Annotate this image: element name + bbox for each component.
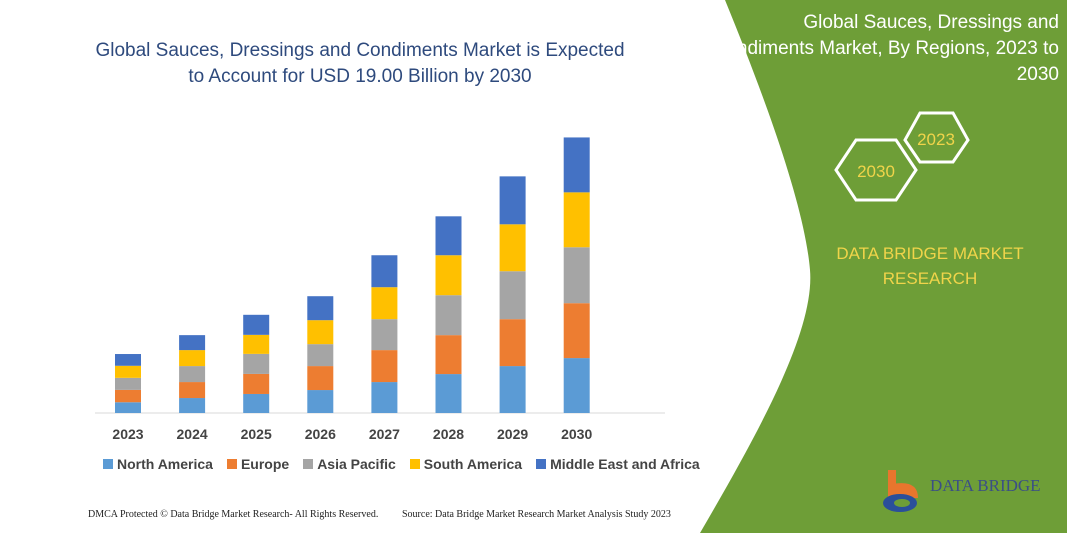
- legend-item: South America: [409, 456, 523, 472]
- bar-segment-south-america-2023: [115, 365, 141, 378]
- bar-segment-north-america-2023: [115, 402, 141, 413]
- bar-segment-middle-east-and-africa-2024: [179, 335, 206, 351]
- legend-label: Asia Pacific: [317, 456, 396, 472]
- hex-label-2030: 2030: [857, 162, 895, 181]
- bar-segment-north-america-2029: [499, 366, 526, 413]
- x-tick-label: 2025: [241, 426, 272, 442]
- bar-segment-north-america-2024: [179, 398, 206, 413]
- bar-segment-asia-pacific-2027: [371, 319, 398, 351]
- chart-title: Global Sauces, Dressings and Condiments …: [95, 40, 625, 87]
- bar-segment-asia-pacific-2024: [179, 366, 206, 383]
- bar-segment-middle-east-and-africa-2030: [563, 137, 590, 193]
- legend-swatch: [226, 459, 237, 469]
- bar-segment-north-america-2027: [371, 382, 398, 413]
- bar-segment-south-america-2025: [243, 334, 270, 354]
- x-tick-label: 2028: [433, 426, 464, 442]
- legend-label: Europe: [240, 456, 290, 472]
- x-tick-label: 2026: [305, 426, 336, 442]
- footer-copyright: DMCA Protected © Data Bridge Market Rese…: [88, 509, 379, 520]
- chart-legend: North America Europe Asia Pacific South Ame…: [103, 456, 700, 472]
- hexagon-2023: [903, 111, 970, 164]
- bar-segment-south-america-2024: [179, 350, 206, 367]
- bar-segment-europe-2023: [115, 389, 141, 403]
- bar-segment-europe-2030: [563, 303, 590, 359]
- bar-segment-north-america-2030: [563, 358, 590, 413]
- bar-segment-middle-east-and-africa-2029: [499, 176, 526, 225]
- logo-text: DATA BRIDGE: [930, 476, 1041, 495]
- bar-segment-north-america-2028: [435, 374, 462, 413]
- legend-item: Asia Pacific: [303, 456, 396, 472]
- legend-item: North America: [103, 456, 213, 472]
- bar-segment-asia-pacific-2029: [499, 271, 526, 320]
- bar-segment-south-america-2028: [435, 255, 462, 296]
- bar-segment-middle-east-and-africa-2025: [243, 314, 270, 335]
- bar-segment-europe-2025: [243, 373, 270, 394]
- bar-segment-europe-2029: [499, 319, 526, 367]
- x-tick-label: 2029: [497, 426, 528, 442]
- bar-segment-middle-east-and-africa-2027: [371, 255, 398, 288]
- stacked-bar-chart: 2023 2024 2025 2026 2027 2028 2029 2030: [95, 137, 665, 442]
- bar-segment-asia-pacific-2023: [115, 377, 141, 390]
- logo-icon: [883, 470, 918, 512]
- legend-item: Middle East and Africa: [536, 456, 700, 472]
- bar-segment-middle-east-and-africa-2028: [435, 216, 462, 256]
- x-tick-label: 2024: [177, 426, 208, 442]
- legend-label: North America: [117, 456, 213, 472]
- x-tick-label: 2023: [112, 426, 143, 442]
- legend-swatch: [536, 459, 547, 469]
- bar-segment-north-america-2026: [307, 390, 334, 413]
- bar-segment-south-america-2027: [371, 287, 398, 320]
- bar-segment-south-america-2030: [563, 192, 590, 248]
- legend-swatch: [303, 459, 314, 469]
- legend-item: Europe: [226, 456, 290, 472]
- x-tick-label: 2030: [561, 426, 592, 442]
- bar-segment-asia-pacific-2028: [435, 295, 462, 336]
- footer-source: Source: Data Bridge Market Research Mark…: [402, 509, 671, 520]
- legend-label: Middle East and Africa: [550, 456, 700, 472]
- bar-segment-middle-east-and-africa-2023: [115, 354, 141, 366]
- bar-segment-asia-pacific-2030: [563, 247, 590, 304]
- bar-segment-europe-2028: [435, 335, 462, 375]
- bar-segment-europe-2024: [179, 382, 206, 399]
- bar-segment-north-america-2025: [243, 393, 270, 413]
- legend-label: South America: [423, 456, 523, 472]
- side-panel-title: Global Sauces, Dressings and Condiments …: [712, 12, 1059, 85]
- bar-segment-south-america-2029: [499, 224, 526, 272]
- hex-label-2023: 2023: [917, 130, 955, 149]
- brand-name: DATA BRIDGE MARKET RESEARCH: [836, 244, 1024, 288]
- green-panel: [700, 0, 1067, 533]
- x-tick-label: 2027: [369, 426, 400, 442]
- hexagon-2030: [834, 138, 918, 202]
- bar-segment-asia-pacific-2025: [243, 353, 270, 374]
- bar-segment-middle-east-and-africa-2026: [307, 296, 334, 321]
- bar-segment-europe-2026: [307, 366, 334, 391]
- bar-segment-europe-2027: [371, 350, 398, 383]
- legend-swatch: [409, 459, 420, 469]
- bar-segment-south-america-2026: [307, 320, 334, 345]
- bar-segment-asia-pacific-2026: [307, 344, 334, 367]
- legend-swatch: [103, 459, 113, 469]
